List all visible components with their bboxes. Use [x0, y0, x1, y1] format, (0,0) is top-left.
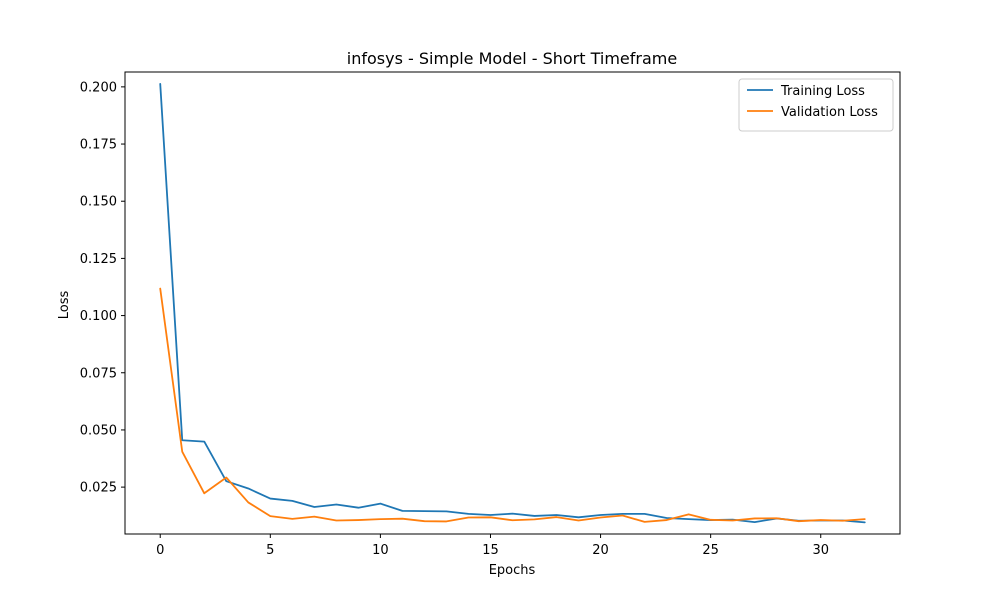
y-tick-label: 0.025 [80, 481, 117, 496]
y-axis-label: Loss [57, 291, 72, 320]
x-tick-label: 15 [482, 543, 499, 558]
series-line-validation-loss [159, 287, 866, 523]
x-tick-label: 5 [266, 543, 274, 558]
legend-box [738, 78, 894, 132]
x-tick-label: 10 [372, 543, 389, 558]
legend-entry: Training Loss [780, 84, 865, 99]
y-tick-label: 0.125 [80, 252, 117, 267]
axes-frame [124, 71, 901, 535]
chart-title: infosys - Simple Model - Short Timeframe [347, 49, 677, 68]
x-tick-label: 30 [812, 543, 829, 558]
plot-area: 0 5 10 15 20 25 30 0.025 0.050 0.075 0.100 0.125 0.1… [80, 71, 901, 558]
y-tick-label: 0.075 [80, 366, 117, 381]
x-tick-label: 25 [702, 543, 719, 558]
y-tick-label: 0.175 [80, 138, 117, 153]
legend-entry: Validation Loss [781, 105, 878, 120]
x-tick-label: 0 [156, 543, 164, 558]
y-tick-label: 0.050 [80, 423, 117, 438]
x-tick-label: 20 [592, 543, 609, 558]
y-tick-label: 0.100 [80, 309, 117, 324]
series-line-training-loss [159, 82, 866, 524]
x-axis-label: Epochs [489, 563, 536, 578]
y-tick-label: 0.200 [80, 80, 117, 95]
y-tick-label: 0.150 [80, 195, 117, 210]
